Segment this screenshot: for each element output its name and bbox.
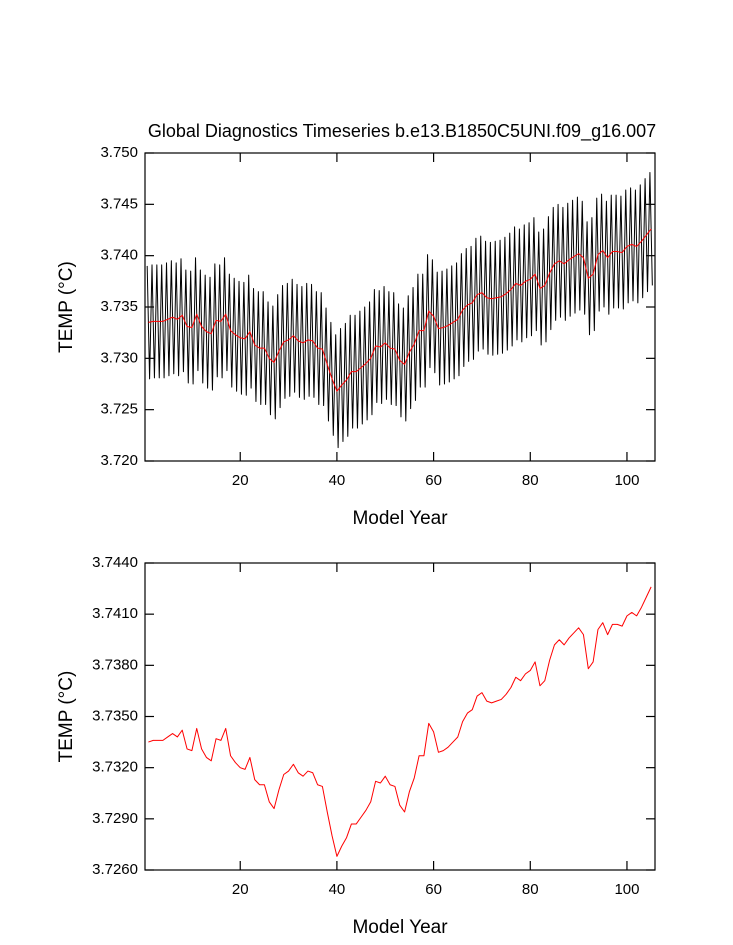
data-line: [146, 172, 653, 449]
x-tick-label: 100: [614, 472, 639, 489]
y-tick-label: 3.750: [100, 144, 138, 161]
y-tick-label: 3.7260: [92, 861, 138, 878]
y-tick-label: 3.7440: [92, 554, 138, 571]
x-tick-label: 40: [329, 472, 346, 489]
y-tick-label: 3.730: [100, 349, 138, 366]
x-axis-label: Model Year: [352, 917, 448, 938]
x-axis-label: Model Year: [352, 508, 448, 529]
x-tick-label: 100: [614, 881, 639, 898]
x-tick-label: 80: [522, 472, 539, 489]
data-line: [148, 586, 652, 857]
y-tick-label: 3.7410: [92, 605, 138, 622]
x-tick-label: 20: [232, 881, 249, 898]
y-tick-label: 3.720: [100, 452, 138, 469]
x-tick-label: 20: [232, 472, 249, 489]
plot-frame: [144, 152, 656, 462]
y-tick-label: 3.7290: [92, 810, 138, 827]
y-tick-label: 3.7380: [92, 656, 138, 673]
y-tick-label: 3.7320: [92, 759, 138, 776]
x-tick-label: 60: [425, 881, 442, 898]
y-axis-label: TEMP (°C): [56, 671, 77, 763]
y-tick-label: 3.7350: [92, 707, 138, 724]
y-tick-label: 3.745: [100, 195, 138, 212]
x-tick-label: 60: [425, 472, 442, 489]
x-tick-label: 80: [522, 881, 539, 898]
plot-frame: [144, 562, 656, 871]
data-line: [148, 228, 652, 392]
y-tick-label: 3.740: [100, 247, 138, 264]
chart-title: Global Diagnostics Timeseries b.e13.B185…: [148, 121, 656, 142]
y-axis-label: TEMP (°C): [56, 261, 77, 353]
y-tick-label: 3.735: [100, 298, 138, 315]
x-tick-label: 40: [329, 881, 346, 898]
y-tick-label: 3.725: [100, 401, 138, 418]
